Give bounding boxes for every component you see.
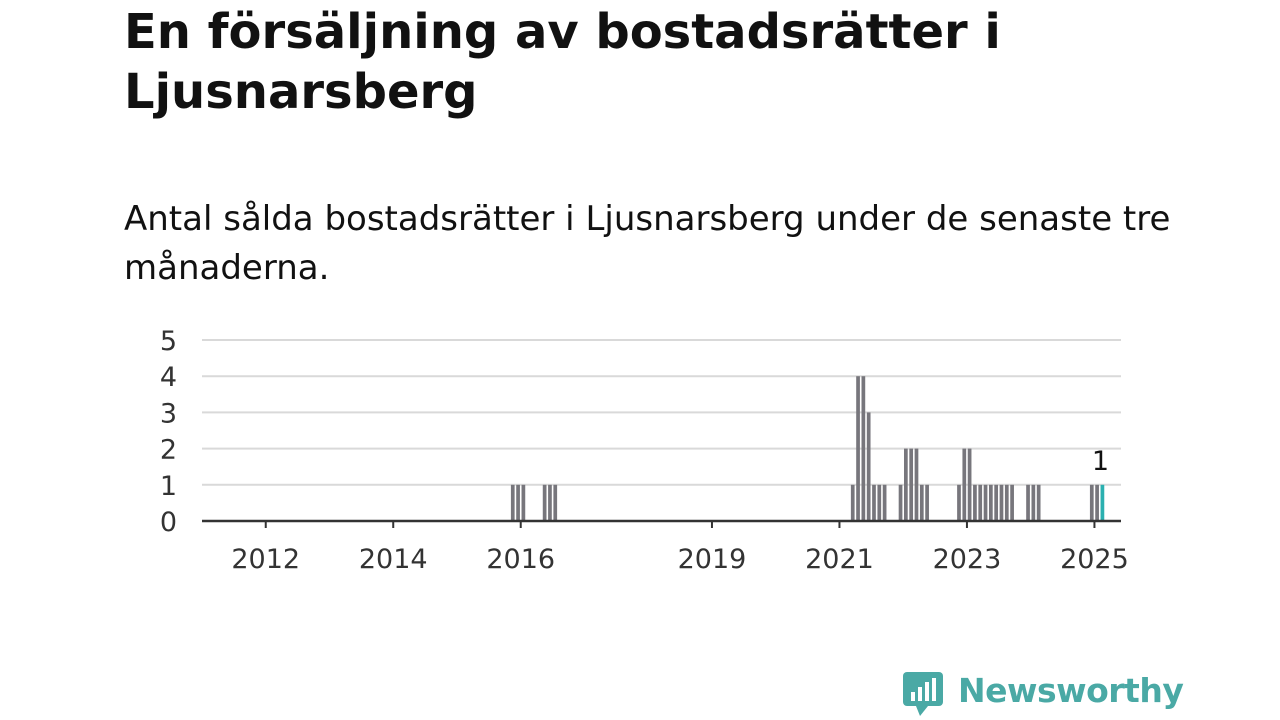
- bar-2023-12: [1026, 484, 1030, 521]
- bar-2022-03: [914, 448, 919, 521]
- chart-bubble-icon: [903, 672, 943, 716]
- bar-2021-05: [861, 376, 866, 521]
- x-tick-label-2025: 2025: [1060, 544, 1129, 575]
- y-tick-label-4: 4: [160, 362, 177, 393]
- bar-2023-06: [994, 484, 999, 521]
- bar-2022-02: [909, 448, 914, 521]
- bar-2023-05: [988, 484, 993, 521]
- bar-2025-02: [1100, 484, 1105, 521]
- bar-2025-01: [1095, 484, 1099, 521]
- bar-2023-01: [967, 448, 972, 521]
- bar-2023-03: [978, 484, 983, 521]
- y-tick-label-2: 2: [160, 435, 177, 466]
- y-tick-label-1: 1: [160, 471, 177, 502]
- chart-title: En försäljning av bostadsrätter i Ljusna…: [124, 4, 1001, 120]
- bar-2021-08: [877, 484, 882, 521]
- bar-2023-04: [983, 484, 988, 521]
- x-tick-label-2014: 2014: [359, 544, 428, 575]
- bar-2015-11: [510, 484, 515, 521]
- bar-chart: 0 1 2 3 4 5 1 2012 2014 2016 2019 2021 2023 2025: [160, 326, 1129, 575]
- bar-2024-12: [1089, 484, 1094, 521]
- y-tick-label-5: 5: [160, 326, 177, 357]
- bar-2015-12: [516, 484, 520, 521]
- brand-name: Newsworthy: [958, 671, 1184, 710]
- bar-2024-02: [1036, 484, 1041, 521]
- bar-2021-06: [866, 412, 871, 521]
- bar-2022-11: [957, 484, 961, 521]
- bar-2016-06: [548, 484, 552, 521]
- x-tick-label-2016: 2016: [486, 544, 555, 575]
- bar-2023-02: [973, 484, 977, 521]
- bar-2021-09: [882, 484, 887, 521]
- y-tick-label-0: 0: [160, 507, 177, 538]
- bar-2021-04: [856, 376, 860, 521]
- bar-2022-01: [904, 448, 908, 521]
- chart-subtitle: Antal sålda bostadsrätter i Ljusnarsberg…: [124, 199, 1171, 288]
- bar-2021-03: [850, 484, 855, 521]
- bar-2016-05: [542, 484, 547, 521]
- bar-2021-07: [872, 484, 876, 521]
- bar-2022-04: [919, 484, 924, 521]
- bar-2016-07: [553, 484, 558, 521]
- bar-2022-12: [962, 448, 967, 521]
- x-tick-label-2019: 2019: [678, 544, 747, 575]
- bar-2016-01: [521, 484, 526, 521]
- bar-data-label: 1: [1092, 446, 1109, 477]
- bar-2023-07: [999, 484, 1004, 521]
- y-tick-label-3: 3: [160, 398, 177, 429]
- bar-2021-12: [898, 484, 903, 521]
- bar-2022-05: [925, 484, 929, 521]
- bar-2023-08: [1004, 484, 1009, 521]
- x-tick-label-2012: 2012: [231, 544, 300, 575]
- x-tick-label-2021: 2021: [805, 544, 874, 575]
- bar-2024-01: [1031, 484, 1036, 521]
- newsworthy-logo: Newsworthy: [902, 670, 1184, 718]
- bar-2023-09: [1010, 484, 1014, 521]
- x-tick-label-2023: 2023: [933, 544, 1002, 575]
